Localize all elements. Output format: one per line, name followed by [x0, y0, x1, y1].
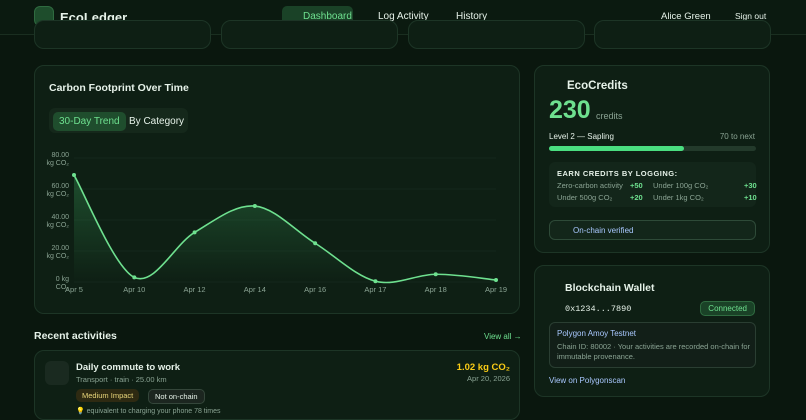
- verified-badge: On-chain verified: [549, 220, 756, 240]
- to-next: 70 to next: [719, 132, 755, 141]
- activity-date: Apr 20, 2026: [467, 374, 510, 383]
- earn-box: EARN CREDITS BY LOGGING: Zero-carbon act…: [549, 162, 757, 207]
- stat-card: [594, 20, 771, 49]
- x-tick-label: Apr 10: [123, 285, 146, 294]
- nav-link[interactable]: Log Activity: [378, 11, 429, 22]
- y-tick-label: 20.00 kg CO₂: [46, 245, 69, 260]
- activity-name: Daily commute to work: [76, 362, 180, 373]
- x-tick-label: Apr 5: [65, 285, 83, 294]
- chart-title: Carbon Footprint Over Time: [49, 82, 189, 94]
- progress-fill: [549, 146, 684, 151]
- credits-amount: 230: [549, 96, 591, 124]
- y-tick-label: 40.00 kg CO₂: [46, 214, 69, 229]
- point: [72, 173, 76, 178]
- point: [433, 272, 438, 277]
- network-box: Polygon Amoy Testnet Chain ID: 80002 · Y…: [549, 322, 756, 368]
- rule-name: Zero-carbon activity: [557, 181, 623, 190]
- activities-title: Recent activities: [34, 330, 117, 342]
- rule-points: +20: [630, 193, 643, 202]
- chain-badge: Not on-chain: [148, 389, 205, 404]
- y-tick-label: 80.00 kg CO₂: [46, 152, 69, 167]
- point: [132, 275, 137, 280]
- chart-card: Carbon Footprint Over Time 30-Day Trend …: [34, 65, 520, 314]
- status-badge: Connected: [700, 301, 755, 316]
- point: [373, 279, 378, 284]
- activity-amount: 1.02 kg CO₂: [456, 362, 510, 373]
- polygonscan-link[interactable]: View on Polygonscan: [549, 376, 626, 385]
- credits-unit: credits: [596, 111, 623, 121]
- sign-out[interactable]: Sign out: [735, 11, 767, 21]
- x-tick-label: Apr 19: [484, 285, 508, 294]
- area: [74, 175, 496, 283]
- view-all[interactable]: View all →: [484, 332, 522, 341]
- rule-name: Under 100g CO₂: [653, 181, 709, 190]
- rule-points: +30: [744, 181, 757, 190]
- nav-link[interactable]: Dashboard: [303, 11, 352, 22]
- progress-track: [549, 146, 756, 151]
- page: EcoLedger Dashboard Log Activity History…: [0, 6, 806, 420]
- wallet-address: 0x1234...7890: [565, 304, 632, 314]
- nav-link[interactable]: History: [456, 11, 488, 22]
- network-note: Chain ID: 80002 · Your activities are re…: [557, 342, 751, 361]
- rule-name: Under 1kg CO₂: [653, 193, 704, 202]
- activity-tip: 💡 equivalent to charging your phone 78 t…: [76, 408, 221, 415]
- network: Polygon Amoy Testnet: [557, 329, 637, 338]
- x-tick-label: Apr 17: [364, 285, 387, 294]
- activity-icon: [45, 361, 69, 385]
- point: [192, 230, 197, 235]
- tab[interactable]: By Category: [129, 116, 185, 127]
- point: [252, 204, 257, 209]
- x-tick-label: Apr 14: [243, 285, 266, 294]
- point: [313, 241, 318, 246]
- credits-title: EcoCredits: [567, 80, 628, 92]
- rule-name: Under 500g CO₂: [557, 193, 613, 202]
- level: Level 2 — Sapling: [549, 132, 614, 141]
- x-tick-label: Apr 16: [304, 285, 327, 294]
- chart: [72, 157, 498, 284]
- point: [494, 277, 498, 282]
- wallet-card: Blockchain Wallet 0x1234...7890 Connecte…: [534, 265, 770, 397]
- stat-card: [221, 20, 398, 49]
- credits-card: EcoCredits 230 credits Level 2 — Sapling…: [534, 65, 770, 253]
- rule-points: +50: [630, 181, 643, 190]
- activity-meta: Transport · train · 25.00 km: [76, 375, 167, 384]
- rule-points: +10: [744, 193, 757, 202]
- stat-card: [408, 20, 585, 49]
- verified-text: On-chain verified: [573, 226, 634, 235]
- y-tick-label: 60.00 kg CO₂: [46, 183, 69, 198]
- y-tick-label: 0 kg CO₂: [55, 276, 69, 291]
- earn-title: EARN CREDITS BY LOGGING:: [557, 169, 678, 178]
- x-tick-label: Apr 18: [424, 285, 447, 294]
- impact-badge: Medium Impact: [76, 389, 140, 402]
- wallet-title: Blockchain Wallet: [565, 282, 655, 294]
- user-name: Alice Green: [661, 11, 711, 22]
- x-tick-label: Apr 12: [183, 285, 206, 294]
- stat-card: [34, 20, 211, 49]
- tab[interactable]: 30-Day Trend: [53, 112, 126, 131]
